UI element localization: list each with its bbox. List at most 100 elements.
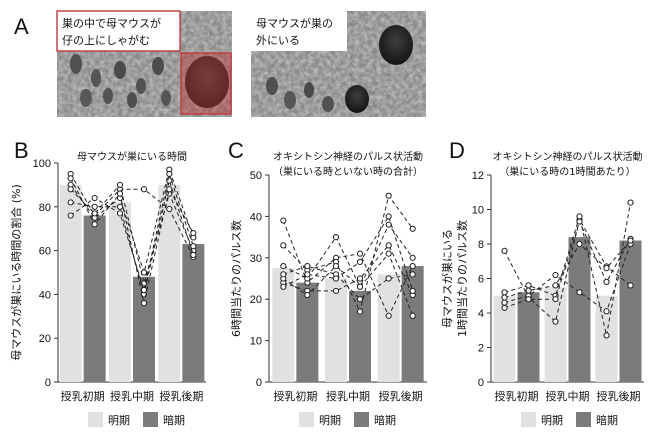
legend-dark-swatch xyxy=(354,412,369,427)
individual-point xyxy=(67,175,74,182)
individual-point xyxy=(356,308,364,315)
individual-point xyxy=(116,190,124,197)
legend-dark-label: 暗期 xyxy=(596,413,618,427)
individual-point xyxy=(280,217,287,224)
pup xyxy=(345,85,369,113)
panel-a-letter: A xyxy=(14,14,29,39)
y-tick-label: 20 xyxy=(39,333,51,345)
y-tick-label: 6 xyxy=(478,274,484,286)
bar-dark-3 xyxy=(619,240,642,382)
individual-point xyxy=(91,194,98,202)
individual-point xyxy=(280,262,287,270)
individual-point xyxy=(525,287,532,294)
individual-point xyxy=(501,304,508,311)
individual-point xyxy=(627,199,634,206)
y-axis-label-line1: 母マウスが巣にいる xyxy=(440,229,454,328)
y-tick-label: 10 xyxy=(472,205,484,217)
individual-point xyxy=(166,205,173,213)
y-tick-label: 8 xyxy=(478,239,484,251)
individual-point xyxy=(280,283,287,290)
individual-point xyxy=(67,186,74,193)
bar-light-1 xyxy=(272,268,295,382)
chart-c-letter: C xyxy=(228,138,244,163)
legend-dark-swatch xyxy=(143,412,158,427)
y-tick-label: 30 xyxy=(250,253,262,265)
individual-point xyxy=(409,287,416,295)
individual-point xyxy=(385,275,392,282)
legend-light-swatch xyxy=(521,412,536,427)
y-tick-label: 40 xyxy=(39,289,51,301)
individual-point xyxy=(576,240,583,248)
individual-point xyxy=(140,300,148,307)
y-tick-label: 40 xyxy=(250,211,262,223)
photo-mouse-outside: 母マウスが巣の 外にいる xyxy=(251,11,426,117)
mother-mouse-in-nest xyxy=(185,56,229,108)
individual-point xyxy=(385,250,392,257)
individual-point xyxy=(385,192,392,199)
y-tick-label: 0 xyxy=(478,377,484,389)
individual-point xyxy=(116,181,124,188)
individual-point xyxy=(280,271,287,278)
individual-trace-2 xyxy=(504,202,631,336)
individual-point xyxy=(576,213,583,220)
y-tick-label: 0 xyxy=(45,377,51,389)
individual-point xyxy=(552,271,559,279)
photo-mouse-crouching: 巣の中で母マウスが 仔の上にしゃがむ xyxy=(56,10,232,117)
bar-light-1 xyxy=(493,295,516,382)
bar-light-2 xyxy=(544,287,567,382)
bar-light-3 xyxy=(595,295,618,382)
individual-point xyxy=(356,258,364,266)
individual-trace-3 xyxy=(70,183,194,286)
individual-point xyxy=(409,254,416,261)
x-category-label: 授乳後期 xyxy=(159,389,203,403)
legend-light-swatch xyxy=(299,412,314,427)
y-tick-label: 20 xyxy=(250,294,262,306)
legend-light-label: 明期 xyxy=(319,414,341,427)
chart-c: C オキシトシン神経のパルス状活動 （巣にいる時といない時の合計） 0 10 20 30 40… xyxy=(228,138,427,427)
bar-light-1 xyxy=(59,184,82,382)
photo1-caption-line1: 巣の中で母マウスが xyxy=(62,16,161,30)
bar-dark-2 xyxy=(349,290,371,382)
y-tick-label: 4 xyxy=(478,308,484,320)
individual-point xyxy=(304,291,311,299)
bar-dark-1 xyxy=(296,282,319,382)
y-tick-label: 50 xyxy=(250,170,262,182)
legend-light-label: 明期 xyxy=(108,414,130,427)
bar-dark-2 xyxy=(133,276,155,382)
individual-point xyxy=(385,312,392,319)
y-tick-label: 0 xyxy=(256,377,262,389)
individual-point xyxy=(356,250,364,257)
individual-point xyxy=(332,234,340,241)
chart-subtitle: （巣にいる時といない時の合計） xyxy=(273,165,423,178)
individual-point xyxy=(166,177,173,184)
legend-dark-label: 暗期 xyxy=(374,413,396,427)
y-axis-label-line2: 1時間当たりのパルス数 xyxy=(455,220,469,337)
individual-point xyxy=(67,212,74,219)
bar-dark-1 xyxy=(83,215,106,382)
bar-light-3 xyxy=(158,184,181,382)
legend-dark-label: 暗期 xyxy=(163,413,185,427)
chart-d: D オキシトシン神経のパルス状活動 （巣にいる時の1時間あたり） 0 2 4 6 8 10 12 母… xyxy=(440,138,644,427)
individual-point xyxy=(525,296,532,303)
individual-point xyxy=(304,271,311,278)
x-category-label: 授乳中期 xyxy=(546,389,590,403)
individual-point xyxy=(501,299,508,306)
individual-point xyxy=(525,282,532,289)
individual-point xyxy=(140,186,148,193)
x-category-label: 授乳後期 xyxy=(597,389,641,403)
y-tick-label: 12 xyxy=(472,170,484,182)
individual-point xyxy=(409,225,416,232)
photo2-caption-line2: 外にいる xyxy=(256,34,300,47)
legend-light-label: 明期 xyxy=(541,414,563,427)
x-category-label: 授乳後期 xyxy=(379,389,423,403)
individual-point xyxy=(91,221,98,228)
individual-point xyxy=(356,296,364,303)
individual-trace-3 xyxy=(504,243,631,313)
individual-point xyxy=(409,271,416,278)
individual-trace-6 xyxy=(70,172,194,292)
y-tick-label: 10 xyxy=(250,336,262,348)
individual-point xyxy=(356,275,364,282)
individual-point xyxy=(552,282,559,289)
individual-point xyxy=(190,243,197,250)
individual-trace-1 xyxy=(504,218,631,323)
